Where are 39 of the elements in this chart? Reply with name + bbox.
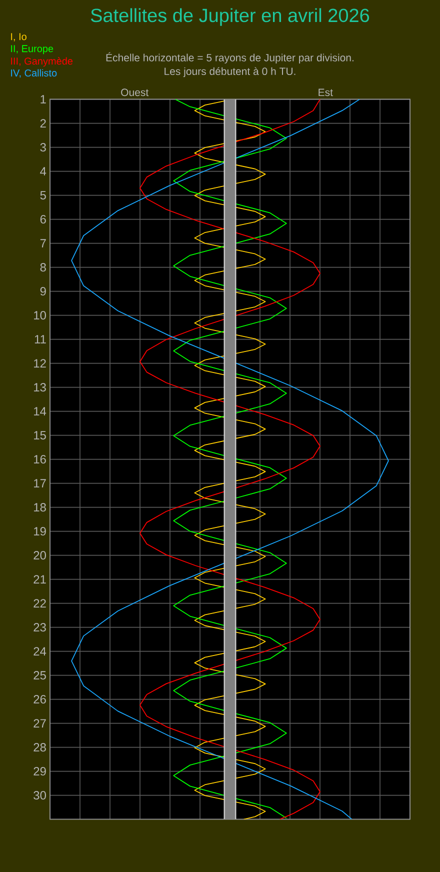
y-tick-label: 15 <box>34 431 46 440</box>
y-tick-label: 4 <box>40 167 46 176</box>
y-tick-label: 8 <box>40 263 46 272</box>
y-tick-label: 24 <box>34 647 46 656</box>
text: III, Ganymède <box>11 57 73 67</box>
chart-subtitle: Échelle horizontale = 5 rayons de Jupiter par division. <box>106 52 354 64</box>
y-tick-label: 23 <box>34 623 46 632</box>
y-tick-label: 20 <box>34 551 46 560</box>
text: II, Europe <box>11 45 54 54</box>
y-tick-label: 18 <box>34 503 46 512</box>
y-tick-label: 19 <box>34 527 46 536</box>
text: IV, Callisto <box>11 69 57 78</box>
y-tick-label: 21 <box>34 575 46 584</box>
y-tick-label: 10 <box>34 311 46 320</box>
chart-title: Satellites de Jupiter en avril 2026 <box>90 8 370 26</box>
y-tick-label: 17 <box>34 479 46 488</box>
y-tick-label: 12 <box>34 359 46 368</box>
y-tick-label: 7 <box>40 239 46 248</box>
y-tick-label: 6 <box>40 215 46 224</box>
y-tick-label: 5 <box>40 191 46 200</box>
text: I, Io <box>11 33 26 42</box>
y-tick-label: 13 <box>34 383 46 392</box>
y-tick-label: 2 <box>40 119 46 128</box>
y-tick-label: 3 <box>40 143 46 152</box>
text: Les jours débutent à 0 h TU. <box>164 67 296 78</box>
y-tick-label: 11 <box>34 335 46 344</box>
y-tick-label: 29 <box>34 767 46 776</box>
y-tick-label: 26 <box>34 695 46 704</box>
y-tick-label: 22 <box>34 599 46 608</box>
text: Ouest <box>121 88 149 96</box>
y-tick-label: 28 <box>34 743 46 752</box>
text: Est <box>318 88 333 96</box>
y-tick-label: 1 <box>40 95 46 104</box>
y-tick-label: 9 <box>40 287 46 296</box>
y-tick-label: 16 <box>34 455 46 464</box>
y-tick-label: 27 <box>34 719 46 728</box>
y-tick-label: 25 <box>34 671 46 680</box>
y-tick-label: 30 <box>34 791 46 800</box>
y-tick-label: 14 <box>34 407 46 416</box>
